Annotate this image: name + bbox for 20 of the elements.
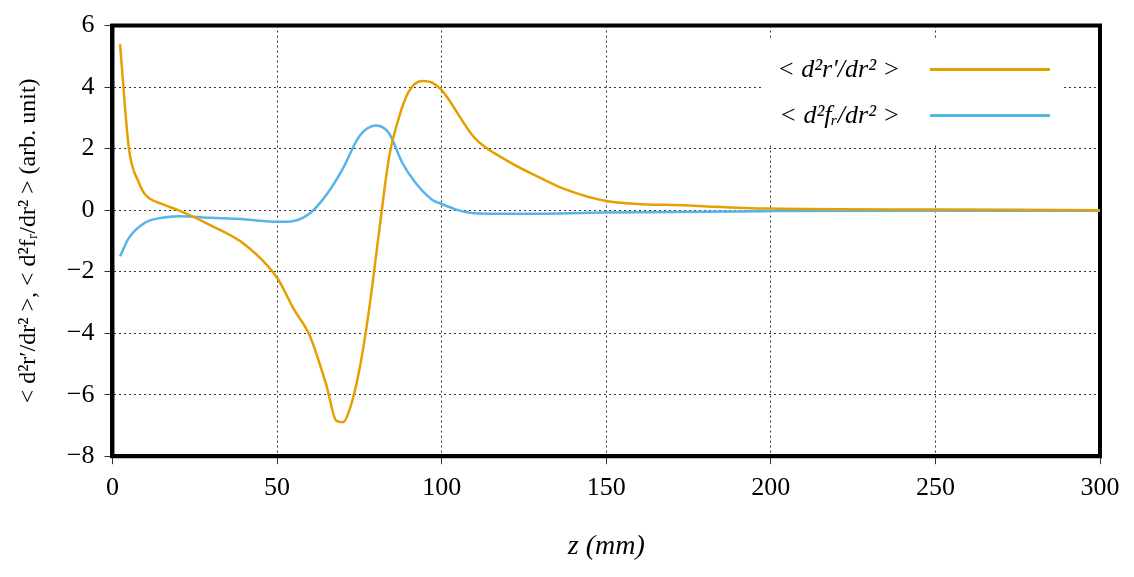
y-tick-label: −8 [66, 440, 95, 470]
x-tick-label: 50 [264, 471, 291, 501]
y-tick-label: 6 [81, 9, 95, 39]
x-tick-label: 100 [422, 471, 462, 501]
y-tick-label: −4 [66, 317, 95, 346]
x-tick-label: 0 [105, 471, 119, 501]
x-tick-label: 200 [751, 471, 791, 501]
y-tick-label: −6 [66, 378, 95, 408]
legend-label: < d²fᵣ/dr² > [779, 100, 900, 130]
y-tick-label: 2 [81, 132, 95, 162]
y-axis-title: < d²r′/dr² >, < d²fᵣ/dr² > (arb. unit) [13, 78, 40, 404]
y-tick-label: 0 [81, 193, 95, 223]
x-tick-label: 150 [586, 471, 626, 501]
x-tick-label: 300 [1080, 471, 1120, 501]
x-tick-label: 250 [915, 471, 955, 501]
y-tick-label: 4 [81, 70, 95, 100]
x-axis-title: z (mm) [566, 528, 645, 560]
legend-label: < d²r′/dr² > [777, 54, 900, 84]
line-series [118, 42, 1100, 424]
y-tick-label: −2 [66, 255, 95, 285]
